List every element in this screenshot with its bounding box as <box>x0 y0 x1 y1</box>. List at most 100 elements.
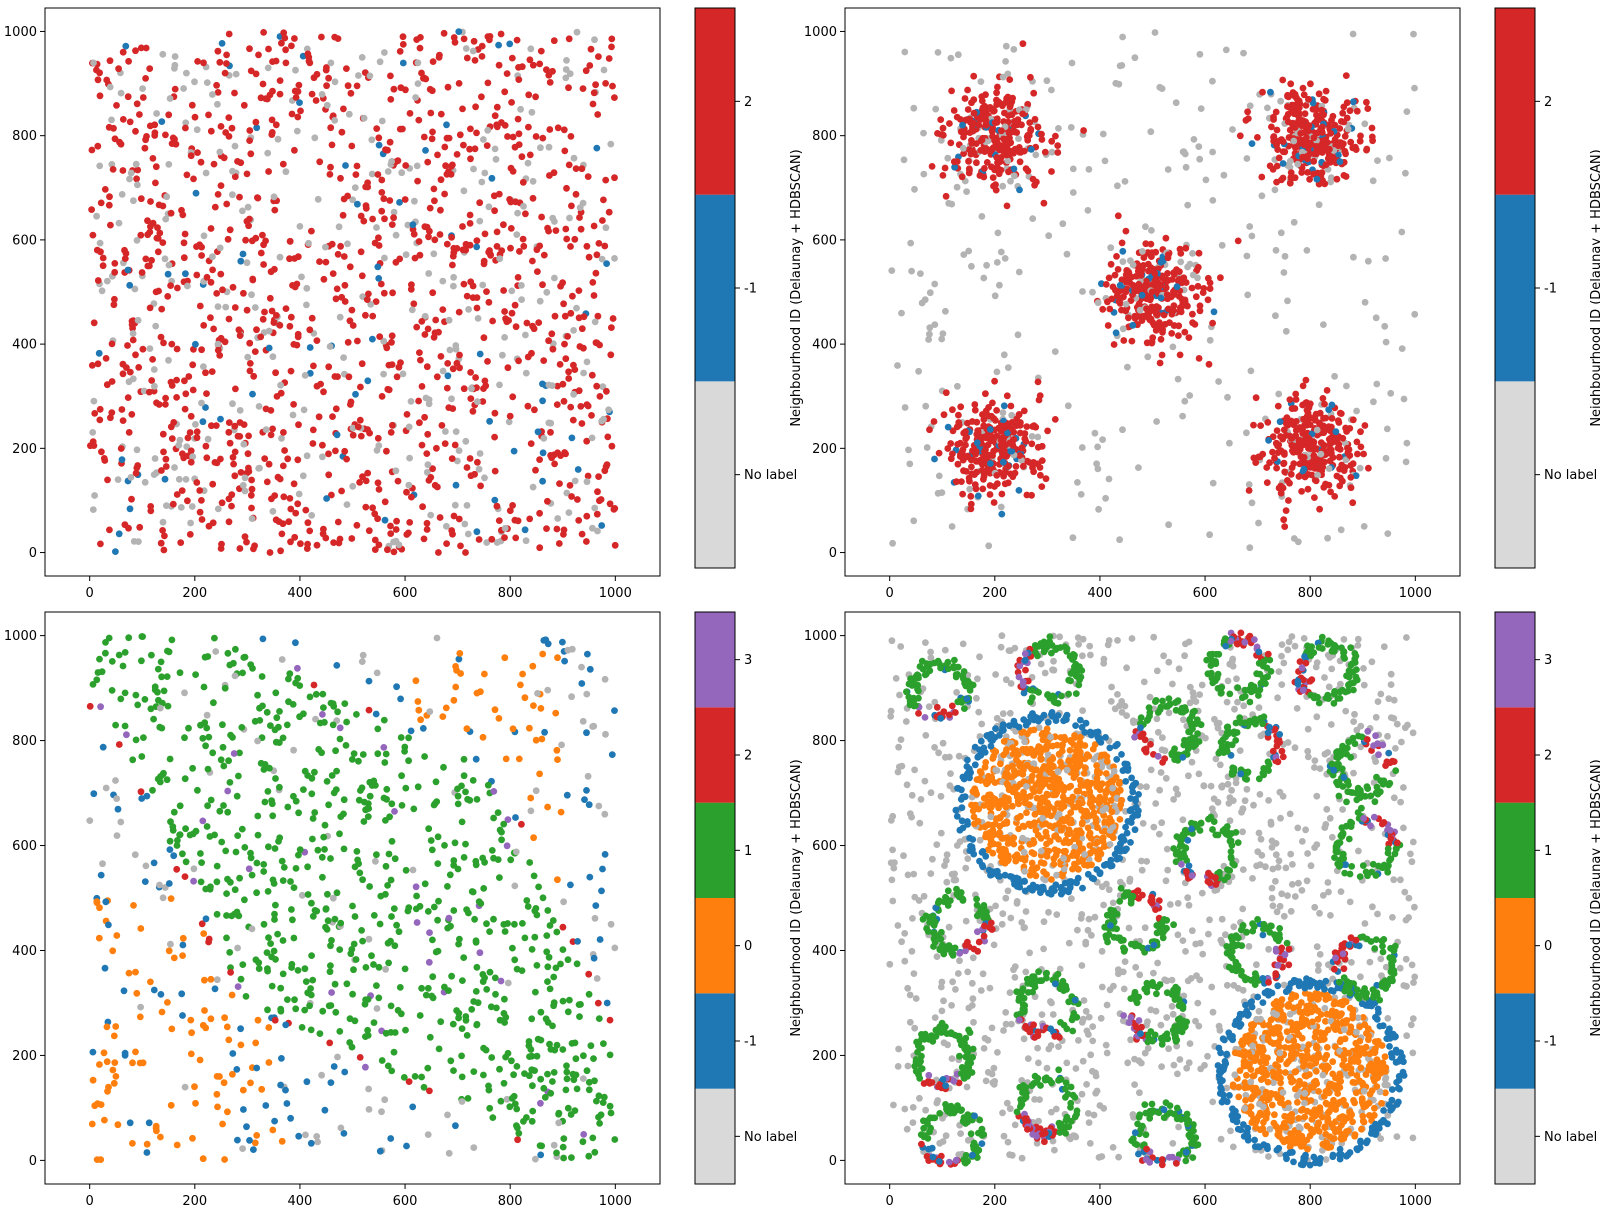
scatter-point <box>173 376 181 384</box>
scatter-point <box>221 1014 229 1022</box>
scatter-point <box>460 954 468 961</box>
scatter-point <box>1277 489 1285 497</box>
scatter-point <box>407 727 415 735</box>
scatter-point <box>1138 291 1146 299</box>
scatter-point <box>276 783 283 791</box>
scatter-point <box>994 1049 1001 1056</box>
scatter-point <box>1331 121 1339 129</box>
scatter-point <box>187 1016 195 1024</box>
scatter-point <box>164 702 172 710</box>
scatter-point <box>437 176 445 184</box>
scatter-point <box>388 913 395 920</box>
scatter-point <box>331 373 339 380</box>
scatter-point <box>217 123 225 130</box>
scatter-point <box>282 59 290 67</box>
scatter-point <box>540 434 548 442</box>
y-tick-label: 0 <box>29 546 37 561</box>
scatter-point <box>280 864 288 871</box>
scatter-point <box>460 755 468 763</box>
scatter-point <box>534 690 541 697</box>
scatter-point <box>441 983 448 991</box>
scatter-point <box>179 850 186 858</box>
scatter-point <box>547 452 554 459</box>
scatter-point <box>306 1002 313 1010</box>
scatter-point <box>1336 158 1344 166</box>
scatter-point <box>330 1063 338 1070</box>
scatter-point <box>531 1067 538 1074</box>
scatter-point <box>278 39 285 47</box>
scatter-point <box>1274 402 1282 410</box>
scatter-point <box>290 480 298 488</box>
colorbar-label: Neighbourhood ID (Delaunay + HDBSCAN) <box>1589 149 1600 426</box>
scatter-point <box>514 517 522 525</box>
scatter-point <box>239 481 247 489</box>
axes-frame <box>44 7 661 577</box>
scatter-point <box>177 504 185 511</box>
scatter-point <box>373 1005 381 1012</box>
scatter-point <box>452 1122 459 1130</box>
scatter-point <box>959 144 967 152</box>
scatter-point <box>141 478 149 486</box>
scatter-point <box>980 470 988 478</box>
scatter-point <box>169 134 177 142</box>
scatter-point <box>194 58 202 65</box>
scatter-point <box>565 84 572 92</box>
scatter-point <box>393 683 400 691</box>
scatter-point <box>277 389 285 397</box>
scatter-point <box>539 449 547 457</box>
scatter-point <box>354 200 361 208</box>
scatter-point <box>1179 937 1187 944</box>
scatter-point <box>213 862 221 870</box>
scatter-point <box>1363 146 1370 154</box>
scatter-point <box>1300 465 1308 473</box>
scatter-point <box>1148 303 1156 311</box>
scatter-point <box>1143 313 1151 321</box>
scatter-point <box>524 159 532 167</box>
scatter-point <box>150 715 158 723</box>
scatter-point <box>255 51 262 59</box>
scatter-point <box>501 524 509 532</box>
scatter-point <box>165 880 173 887</box>
scatter-point <box>115 219 123 227</box>
scatter-point <box>608 751 616 758</box>
scatter-point <box>267 431 275 439</box>
scatter-point <box>1210 308 1218 316</box>
scatter-point <box>1326 457 1334 465</box>
scatter-point <box>1300 415 1307 423</box>
scatter-point <box>1181 397 1189 405</box>
scatter-point <box>189 764 197 772</box>
scatter-point <box>554 515 562 522</box>
scatter-point <box>198 920 206 928</box>
scatter-point <box>1243 252 1251 260</box>
scatter-point <box>982 446 989 454</box>
scatter-point <box>303 45 311 53</box>
scatter-point <box>214 191 222 198</box>
scatter-point <box>198 399 205 407</box>
scatter-point <box>564 1008 572 1016</box>
scatter-point <box>151 382 158 390</box>
scatter-point <box>1316 765 1324 772</box>
scatter-point <box>405 734 412 742</box>
scatter-point <box>284 455 292 463</box>
scatter-point <box>947 139 955 147</box>
scatter-point <box>268 495 275 503</box>
scatter-point <box>999 182 1007 190</box>
scatter-point <box>265 168 272 175</box>
scatter-point <box>1148 253 1155 260</box>
scatter-point <box>1124 363 1131 371</box>
scatter-point <box>301 767 309 775</box>
scatter-point <box>155 287 163 295</box>
scatter-point <box>214 505 222 513</box>
scatter-point <box>987 460 994 467</box>
scatter-point <box>953 158 961 166</box>
scatter-point <box>1309 444 1317 451</box>
scatter-point <box>585 801 593 809</box>
scatter-point <box>1328 401 1336 409</box>
scatter-point <box>439 277 447 285</box>
scatter-point <box>423 223 431 231</box>
scatter-point <box>346 317 354 325</box>
scatter-point <box>139 85 147 92</box>
scatter-point <box>1315 201 1323 209</box>
scatter-point <box>98 448 105 456</box>
scatter-point <box>277 547 284 555</box>
